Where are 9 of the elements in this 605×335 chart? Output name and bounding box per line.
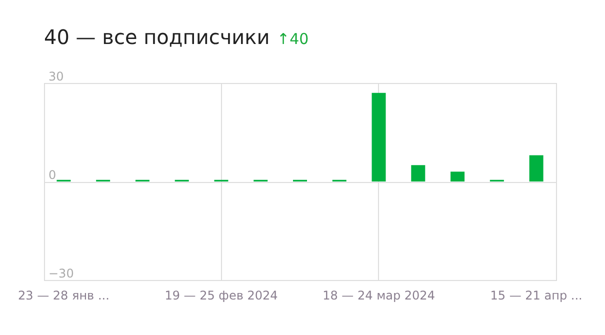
y-tick-label: 30 — [48, 70, 64, 84]
x-tick-label: 15 — 21 апр ... — [490, 288, 582, 302]
text: ↑40 — [277, 30, 309, 48]
y-tick-label: −30 — [48, 266, 74, 280]
chart-title: 40 — все подписчики — [44, 25, 270, 49]
x-tick-label: 19 — 25 фев 2024 — [164, 288, 278, 302]
x-tick-label: 23 — 28 янв ... — [18, 288, 110, 302]
x-tick-label: 18 — 24 мар 2024 — [322, 288, 435, 302]
y-tick-label: 0 — [48, 168, 56, 182]
